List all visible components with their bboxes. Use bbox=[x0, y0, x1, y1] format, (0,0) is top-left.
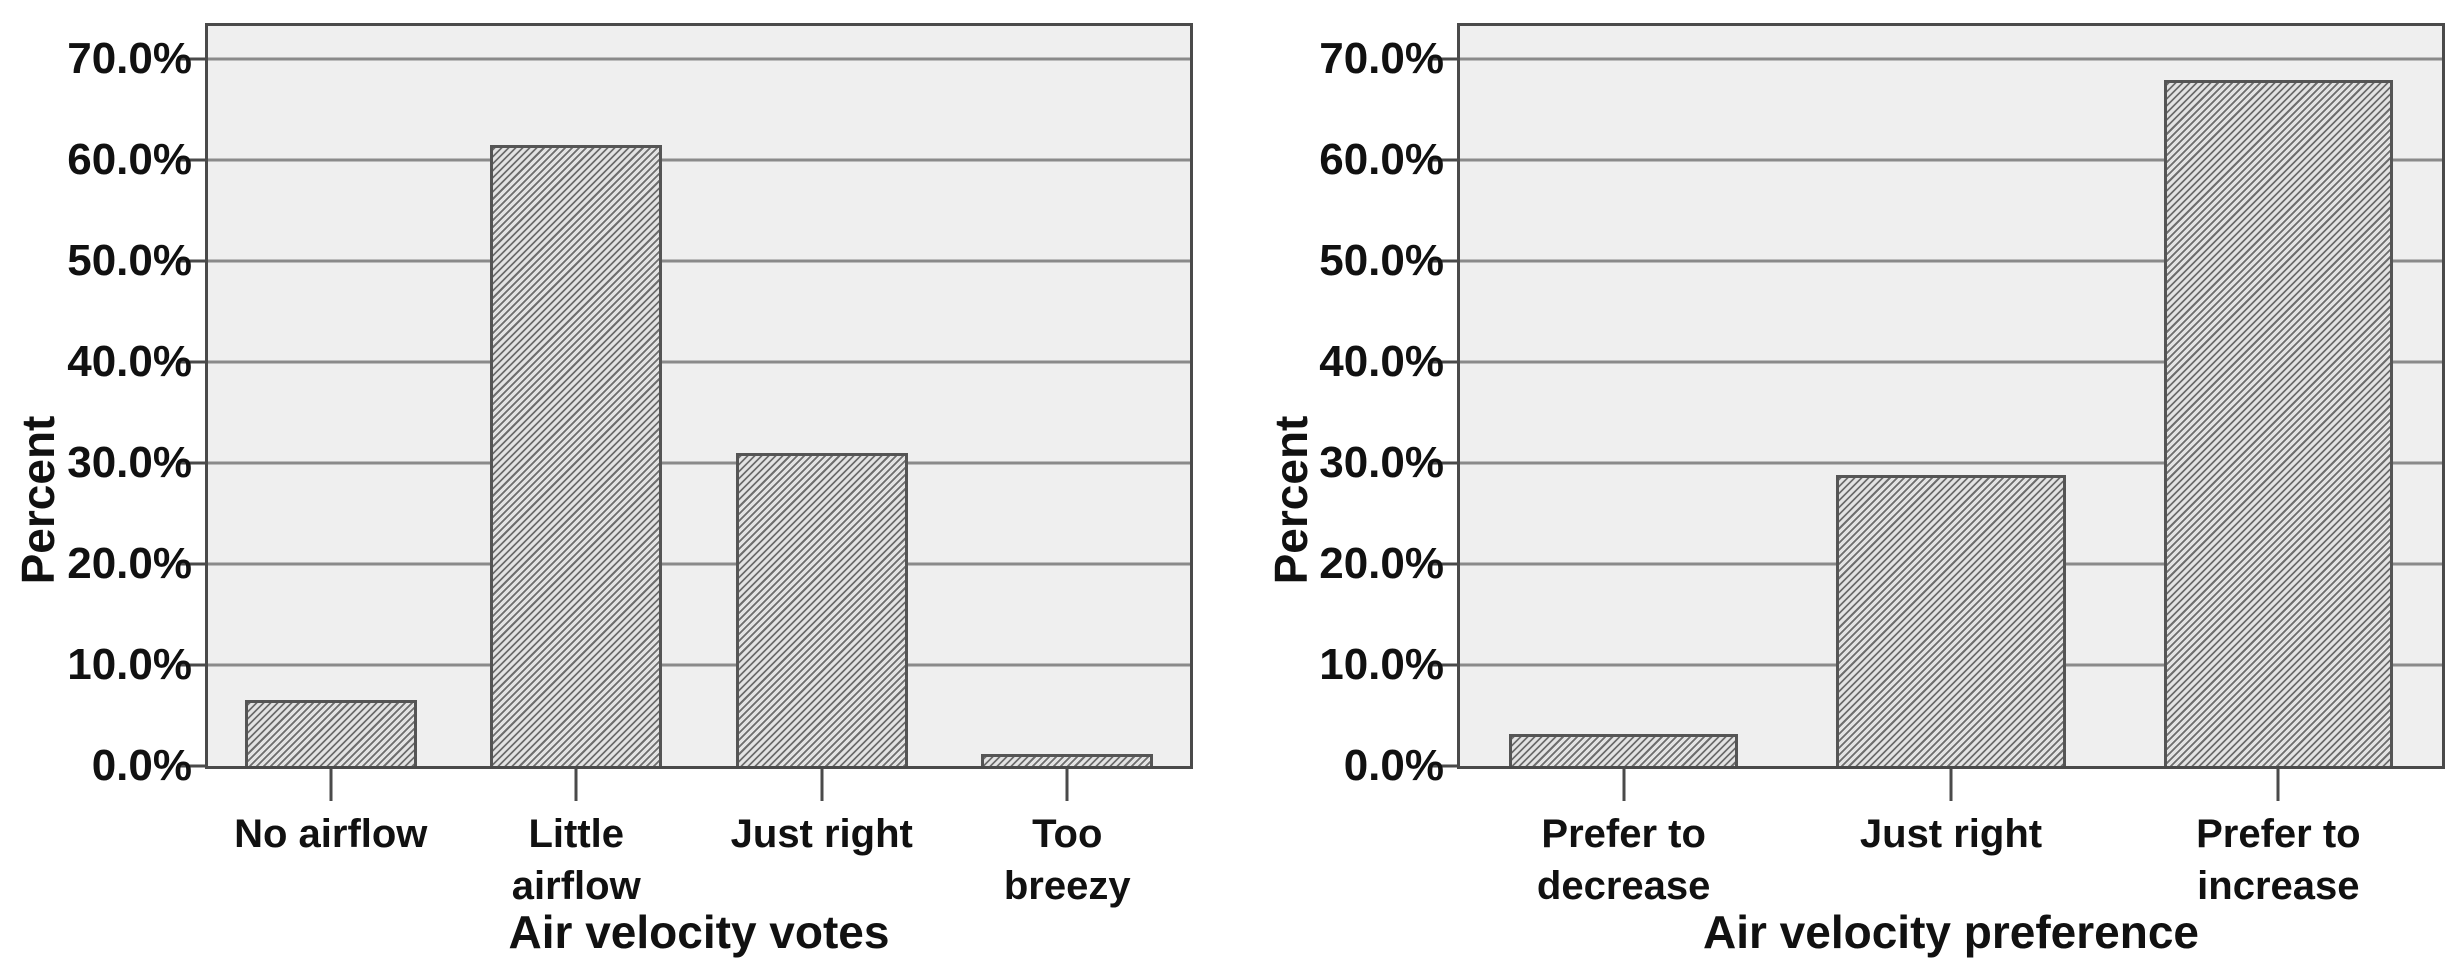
y-tick-label: 40.0% bbox=[67, 337, 192, 387]
y-tick-mark bbox=[177, 259, 205, 263]
y-tick-label: 50.0% bbox=[67, 236, 192, 286]
category-label: Just right bbox=[1859, 812, 2043, 856]
y-tick-mark bbox=[177, 562, 205, 566]
gridline bbox=[208, 562, 1190, 566]
x-tick-mark bbox=[1949, 769, 1953, 801]
x-axis-title: Air velocity votes bbox=[508, 906, 890, 958]
y-tick-label: 10.0% bbox=[1319, 640, 1444, 690]
x-tick-mark bbox=[820, 769, 824, 801]
bar bbox=[490, 145, 663, 766]
category-label: Just right bbox=[730, 812, 913, 856]
bar bbox=[735, 453, 908, 766]
y-tick-mark bbox=[1429, 158, 1457, 162]
gridline bbox=[208, 663, 1190, 667]
y-tick-mark bbox=[177, 158, 205, 162]
gridline bbox=[208, 461, 1190, 465]
gridline bbox=[1460, 158, 2442, 162]
y-tick-mark bbox=[1429, 360, 1457, 364]
bar bbox=[1836, 475, 2066, 766]
gridline bbox=[208, 57, 1190, 61]
x-tick-mark bbox=[1065, 769, 1069, 801]
x-tick-mark bbox=[574, 769, 578, 801]
chart-panel-air-velocity-preference: Percent 0.0% 10.0% 20.0% 30.0% 40.0% 50.0% 60.… bbox=[1229, 0, 2458, 972]
gridline bbox=[1460, 461, 2442, 465]
y-tick-mark bbox=[177, 57, 205, 61]
y-tick-mark bbox=[1429, 663, 1457, 667]
y-tick-label: 40.0% bbox=[1319, 337, 1444, 387]
y-tick-mark bbox=[177, 461, 205, 465]
plot-area: 0.0% 10.0% 20.0% 30.0% 40.0% 50.0% 60.0% 70.0% P… bbox=[1319, 23, 2445, 908]
gridline bbox=[208, 360, 1190, 364]
y-tick-label: 0.0% bbox=[91, 741, 192, 790]
gridline bbox=[1460, 259, 2442, 263]
y-tick-mark bbox=[177, 663, 205, 667]
y-tick-label: 60.0% bbox=[67, 135, 192, 185]
y-tick-mark bbox=[1429, 259, 1457, 263]
category-label: Little airflow bbox=[511, 812, 641, 908]
y-tick-label: 50.0% bbox=[1319, 236, 1444, 286]
plot-area: 0.0% 10.0% 20.0% 30.0% 40.0% 50.0% 60.0% 70.0% N… bbox=[67, 23, 1193, 908]
category-label: Too breezy bbox=[1003, 812, 1131, 908]
x-tick-mark bbox=[2276, 769, 2280, 801]
gridline bbox=[1460, 57, 2442, 61]
category-label: No airflow bbox=[234, 812, 428, 856]
category-label: Prefer to increase bbox=[2196, 812, 2361, 908]
y-tick-mark bbox=[1429, 764, 1457, 768]
x-axis-title: Air velocity preference bbox=[1702, 906, 2199, 958]
y-tick-label: 70.0% bbox=[1319, 34, 1444, 84]
y-axis-title: Percent bbox=[12, 415, 64, 585]
gridline bbox=[1460, 360, 2442, 364]
bar bbox=[981, 753, 1154, 766]
y-tick-label: 20.0% bbox=[1319, 539, 1444, 589]
y-tick-mark bbox=[1429, 57, 1457, 61]
x-tick-mark bbox=[1622, 769, 1626, 801]
y-tick-mark bbox=[1429, 461, 1457, 465]
category-label: Prefer to decrease bbox=[1536, 812, 1711, 908]
y-tick-mark bbox=[177, 764, 205, 768]
y-tick-label: 30.0% bbox=[67, 438, 192, 488]
chart-panel-air-velocity-votes: Percent 0.0% 10.0% 20.0% 30.0% 40.0% 50.0% 60.… bbox=[12, 23, 1193, 958]
y-tick-label: 60.0% bbox=[1319, 135, 1444, 185]
bar bbox=[2163, 79, 2393, 766]
y-tick-mark bbox=[1429, 562, 1457, 566]
x-tick-mark bbox=[329, 769, 333, 801]
y-tick-label: 20.0% bbox=[67, 539, 192, 589]
bar bbox=[1509, 733, 1739, 766]
gridline bbox=[208, 259, 1190, 263]
y-tick-label: 70.0% bbox=[67, 34, 192, 84]
y-tick-label: 10.0% bbox=[67, 640, 192, 690]
y-tick-mark bbox=[177, 360, 205, 364]
gridline bbox=[208, 158, 1190, 162]
y-axis-title: Percent bbox=[1265, 415, 1317, 585]
y-tick-label: 0.0% bbox=[1343, 741, 1444, 790]
bar bbox=[244, 700, 417, 766]
y-tick-label: 30.0% bbox=[1319, 438, 1444, 488]
